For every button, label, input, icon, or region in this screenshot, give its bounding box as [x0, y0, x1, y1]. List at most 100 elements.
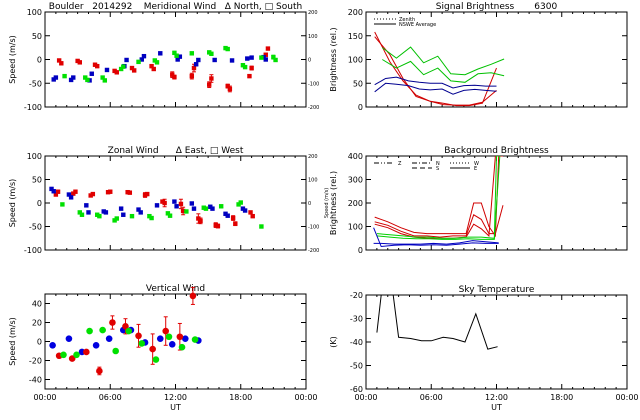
vertical-ytick-label: -40: [29, 376, 42, 385]
vertical-point: [189, 292, 197, 300]
zonal-point: [165, 211, 171, 216]
vertical-point: [125, 327, 133, 335]
skytemp-ytick-label: -50: [350, 362, 363, 371]
skytemp-xtick-label: 00:00: [354, 393, 377, 402]
meridional-point: [263, 52, 268, 57]
skytemp-series-sky-temp: [376, 295, 498, 350]
zonal-right-ylabel: Speed (m/s): [324, 188, 330, 218]
zonal-ytick-label: 50: [32, 176, 42, 185]
zonal-point: [49, 186, 54, 192]
vertical-point: [68, 355, 76, 362]
zonal-point: [230, 215, 236, 221]
meridional-point: [172, 74, 177, 80]
signal-ylabel: Brightness (rel.): [329, 27, 338, 91]
zonal-point: [196, 216, 201, 221]
meridional-point: [271, 54, 276, 60]
meridional-point: [249, 55, 254, 60]
signal-ytick-label: 0: [358, 103, 363, 112]
zonal-point: [238, 200, 243, 205]
skytemp-ytick-label: -60: [350, 385, 363, 394]
meridional-point: [131, 68, 137, 73]
skytemp-xtick-label: 12:00: [485, 393, 508, 402]
meridional-point: [71, 75, 76, 80]
vertical-point: [149, 345, 156, 353]
meridional-point: [247, 73, 252, 79]
vertical-point: [92, 342, 100, 349]
zonal-point: [79, 212, 85, 217]
vertical-ytick-label: 40: [32, 300, 42, 309]
meridional-point: [225, 83, 230, 89]
zonal-point: [55, 189, 61, 194]
signal-series-red-2: [374, 36, 497, 106]
zonal-point: [242, 208, 248, 213]
meridional-point: [263, 57, 268, 62]
zonal-point: [103, 210, 109, 215]
signal-series-blue-2: [374, 82, 497, 95]
meridional-point: [85, 77, 90, 83]
skytemp-xlabel: UT: [491, 403, 502, 412]
zonal-point: [184, 209, 189, 214]
zonal-point: [215, 223, 221, 229]
zonal-point: [73, 189, 78, 194]
vertical-xtick-label: 00:00: [33, 393, 56, 402]
zonal-ylabel: Speed (m/s): [8, 179, 17, 228]
meridional-point: [209, 51, 214, 56]
zonal-point: [138, 210, 143, 215]
zonal-point: [86, 210, 91, 215]
signal-ytick-label: 150: [348, 32, 363, 41]
vertical-point: [86, 327, 93, 335]
background-ytick-label: 300: [348, 176, 363, 185]
vertical-point: [49, 342, 56, 349]
meridional-point: [175, 57, 180, 62]
vertical-point: [191, 336, 199, 343]
zonal-point: [121, 212, 126, 217]
zonal-point: [114, 216, 119, 221]
meridional-point: [121, 64, 126, 69]
meridional-ytick-label: -50: [29, 79, 42, 88]
meridional-point: [172, 50, 177, 56]
background-series-blue-b: [373, 240, 499, 245]
vertical-point: [83, 348, 90, 356]
skytemp-xtick-label: 00:00: [615, 393, 638, 402]
signal-series-blue-1: [374, 76, 497, 89]
meridional-point: [151, 66, 156, 72]
meridional-point: [196, 57, 201, 63]
zonal-right-ytick-label: -200: [308, 248, 319, 254]
meridional-point: [249, 65, 254, 71]
meridional-point: [207, 82, 212, 87]
meridional-point: [53, 75, 59, 80]
meridional-point: [158, 51, 163, 56]
meridional-point: [59, 61, 64, 66]
zonal-point: [51, 189, 56, 194]
zonal-point: [189, 201, 195, 206]
zonal-point: [210, 206, 215, 211]
signal-ytick-label: 100: [348, 56, 363, 65]
skytemp-frame: [365, 294, 628, 390]
meridional-point: [273, 57, 278, 63]
background-ytick-label: 200: [348, 199, 363, 208]
meridional-point: [189, 51, 195, 56]
vertical-point: [178, 343, 186, 351]
background-series-blue-a: [373, 227, 499, 248]
vertical-ytick-label: 20: [32, 319, 42, 328]
meridional-point: [154, 60, 160, 65]
meridional-point: [139, 57, 144, 62]
meridional-point: [191, 65, 197, 71]
signal-series-green-1: [382, 46, 505, 76]
background-ytick-label: 0: [358, 246, 363, 255]
vertical-ytick-label: 0: [37, 338, 42, 347]
meridional-point: [124, 57, 129, 63]
meridional-point: [118, 66, 124, 72]
meridional-point: [265, 46, 271, 51]
meridional-point: [225, 46, 230, 52]
meridional-point: [56, 58, 62, 63]
signal-legend-label: Zenith: [399, 17, 415, 23]
meridional-point: [100, 75, 105, 80]
zonal-title: Zonal Wind Δ East, □ West: [108, 146, 244, 156]
meridional-point: [68, 77, 74, 83]
vertical-point: [176, 333, 184, 341]
zonal-point: [248, 210, 253, 215]
background-legend-label: S: [436, 166, 439, 172]
skytemp-ytick-label: -20: [350, 291, 363, 300]
zonal-point: [180, 208, 186, 214]
